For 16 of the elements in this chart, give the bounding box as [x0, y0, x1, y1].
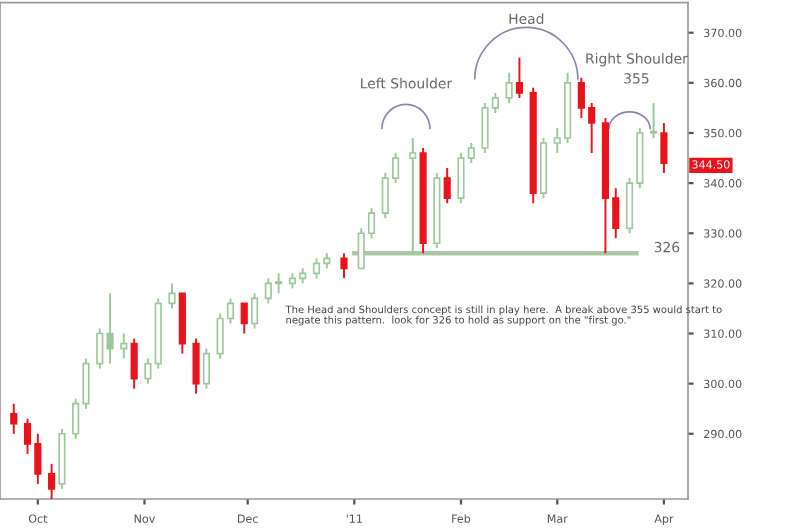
- candlestick: [409, 137, 417, 255]
- candlestick: [340, 252, 348, 280]
- candlestick: [443, 167, 451, 205]
- candlestick: [120, 332, 128, 360]
- candlestick: [650, 101, 658, 139]
- candlestick: [250, 292, 259, 330]
- candlestick: [202, 347, 210, 390]
- candlestick: [10, 402, 18, 435]
- candlestick: [48, 462, 56, 499]
- candlestick: [130, 337, 138, 390]
- candlestick: [515, 56, 524, 99]
- candlestick: [505, 71, 513, 104]
- candlestick: [240, 302, 248, 335]
- candlestick: [192, 337, 200, 395]
- candlestick: [168, 282, 176, 310]
- candlestick: [660, 121, 668, 175]
